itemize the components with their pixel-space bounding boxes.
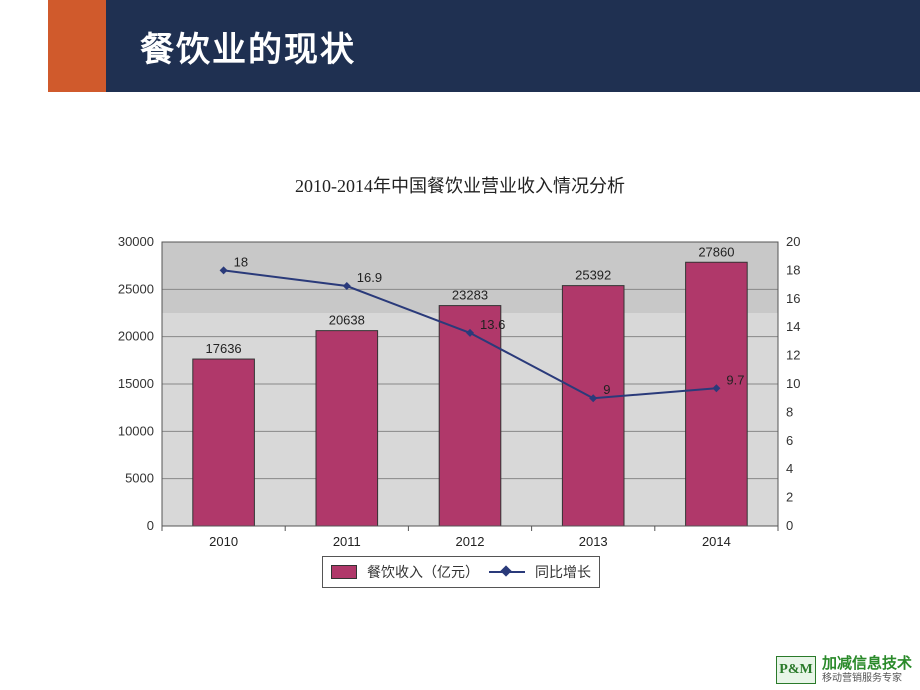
legend-label-line: 同比增长 xyxy=(535,562,591,582)
svg-text:17636: 17636 xyxy=(206,341,242,356)
legend-swatch-line xyxy=(489,565,525,579)
svg-text:20638: 20638 xyxy=(329,313,365,328)
pm-badge-icon: P&M xyxy=(776,656,816,684)
footer-tagline: 移动营销服务专家 xyxy=(822,673,912,684)
svg-text:0: 0 xyxy=(147,518,154,533)
svg-text:9: 9 xyxy=(603,382,610,397)
svg-text:12: 12 xyxy=(786,348,800,363)
header-sliver xyxy=(0,0,48,92)
svg-text:16.9: 16.9 xyxy=(357,270,382,285)
svg-text:25392: 25392 xyxy=(575,268,611,283)
footer-brand: 加减信息技术 xyxy=(822,656,912,673)
svg-text:20: 20 xyxy=(786,234,800,249)
svg-text:0: 0 xyxy=(786,518,793,533)
footer-logo: P&M 加减信息技术 移动营销服务专家 xyxy=(776,656,912,684)
svg-text:13.6: 13.6 xyxy=(480,317,505,332)
svg-text:16: 16 xyxy=(786,291,800,306)
header-band xyxy=(0,0,920,92)
svg-text:10: 10 xyxy=(786,376,800,391)
svg-text:2: 2 xyxy=(786,490,793,505)
svg-text:2014: 2014 xyxy=(702,534,731,549)
svg-text:15000: 15000 xyxy=(118,376,154,391)
svg-text:4: 4 xyxy=(786,461,793,476)
svg-text:18: 18 xyxy=(786,262,800,277)
svg-text:30000: 30000 xyxy=(118,234,154,249)
svg-text:14: 14 xyxy=(786,319,800,334)
legend-label-bar: 餐饮收入（亿元） xyxy=(367,562,479,582)
chart-title: 2010-2014年中国餐饮业营业收入情况分析 xyxy=(0,172,920,198)
legend-swatch-bar xyxy=(331,565,357,579)
revenue-chart: 0 5000 10000 15000 20000 25000 30000 0 2 4 6 8 10 12 1… xyxy=(100,230,820,590)
chart-legend: 餐饮收入（亿元） 同比增长 xyxy=(322,556,600,588)
svg-text:9.7: 9.7 xyxy=(726,372,744,387)
svg-text:2010: 2010 xyxy=(209,534,238,549)
svg-text:18: 18 xyxy=(234,254,248,269)
svg-text:8: 8 xyxy=(786,404,793,419)
chart-svg: 0 5000 10000 15000 20000 25000 30000 0 2 4 6 8 10 12 1… xyxy=(100,230,820,560)
svg-text:2011: 2011 xyxy=(333,534,361,549)
page-title: 餐饮业的现状 xyxy=(140,22,356,71)
svg-text:2013: 2013 xyxy=(579,534,608,549)
svg-text:23283: 23283 xyxy=(452,288,488,303)
svg-text:6: 6 xyxy=(786,433,793,448)
svg-text:20000: 20000 xyxy=(118,329,154,344)
svg-text:5000: 5000 xyxy=(125,471,154,486)
svg-text:25000: 25000 xyxy=(118,281,154,296)
svg-text:10000: 10000 xyxy=(118,423,154,438)
svg-text:27860: 27860 xyxy=(698,244,734,259)
svg-text:2012: 2012 xyxy=(456,534,485,549)
